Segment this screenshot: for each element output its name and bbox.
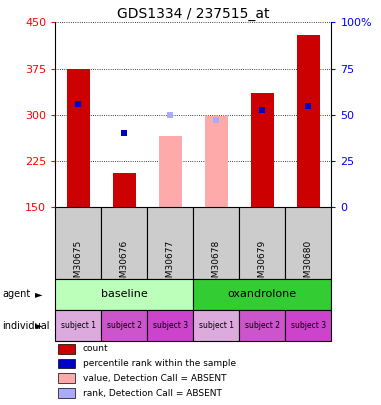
Bar	[58, 373, 75, 383]
Text: GSM30677: GSM30677	[166, 239, 175, 289]
Text: GSM30678: GSM30678	[212, 239, 221, 289]
Text: percentile rank within the sample: percentile rank within the sample	[83, 359, 236, 368]
Text: individual: individual	[2, 321, 50, 330]
Text: subject 3: subject 3	[153, 321, 188, 330]
Text: oxandrolone: oxandrolone	[228, 289, 297, 299]
Text: subject 1: subject 1	[199, 321, 234, 330]
Text: subject 3: subject 3	[291, 321, 326, 330]
Bar	[251, 93, 274, 207]
Text: value, Detection Call = ABSENT: value, Detection Call = ABSENT	[83, 374, 226, 383]
Text: ►: ►	[35, 321, 43, 330]
Text: GSM30680: GSM30680	[304, 239, 313, 289]
Bar	[193, 279, 331, 310]
Bar	[147, 310, 193, 341]
Text: baseline: baseline	[101, 289, 148, 299]
Text: GSM30679: GSM30679	[258, 239, 267, 289]
Bar	[159, 136, 182, 207]
Bar	[239, 310, 285, 341]
Text: agent: agent	[2, 289, 30, 299]
Bar	[101, 207, 147, 279]
Bar	[205, 116, 228, 207]
Bar	[67, 68, 90, 207]
Text: subject 1: subject 1	[61, 321, 96, 330]
Bar	[55, 310, 101, 341]
Title: GDS1334 / 237515_at: GDS1334 / 237515_at	[117, 7, 270, 21]
Text: ►: ►	[35, 289, 43, 299]
Bar	[58, 358, 75, 369]
Text: rank, Detection Call = ABSENT: rank, Detection Call = ABSENT	[83, 389, 222, 398]
Text: subject 2: subject 2	[107, 321, 142, 330]
Bar	[101, 310, 147, 341]
Bar	[297, 34, 320, 207]
Bar	[239, 207, 285, 279]
Bar	[58, 388, 75, 398]
Bar	[285, 310, 331, 341]
Bar	[147, 207, 193, 279]
Text: GSM30675: GSM30675	[74, 239, 83, 289]
Bar	[193, 310, 239, 341]
Bar	[55, 207, 101, 279]
Bar	[58, 344, 75, 354]
Text: subject 2: subject 2	[245, 321, 280, 330]
Bar	[193, 207, 239, 279]
Bar	[285, 207, 331, 279]
Bar	[55, 279, 193, 310]
Bar	[113, 173, 136, 207]
Text: GSM30676: GSM30676	[120, 239, 129, 289]
Text: count: count	[83, 344, 109, 353]
